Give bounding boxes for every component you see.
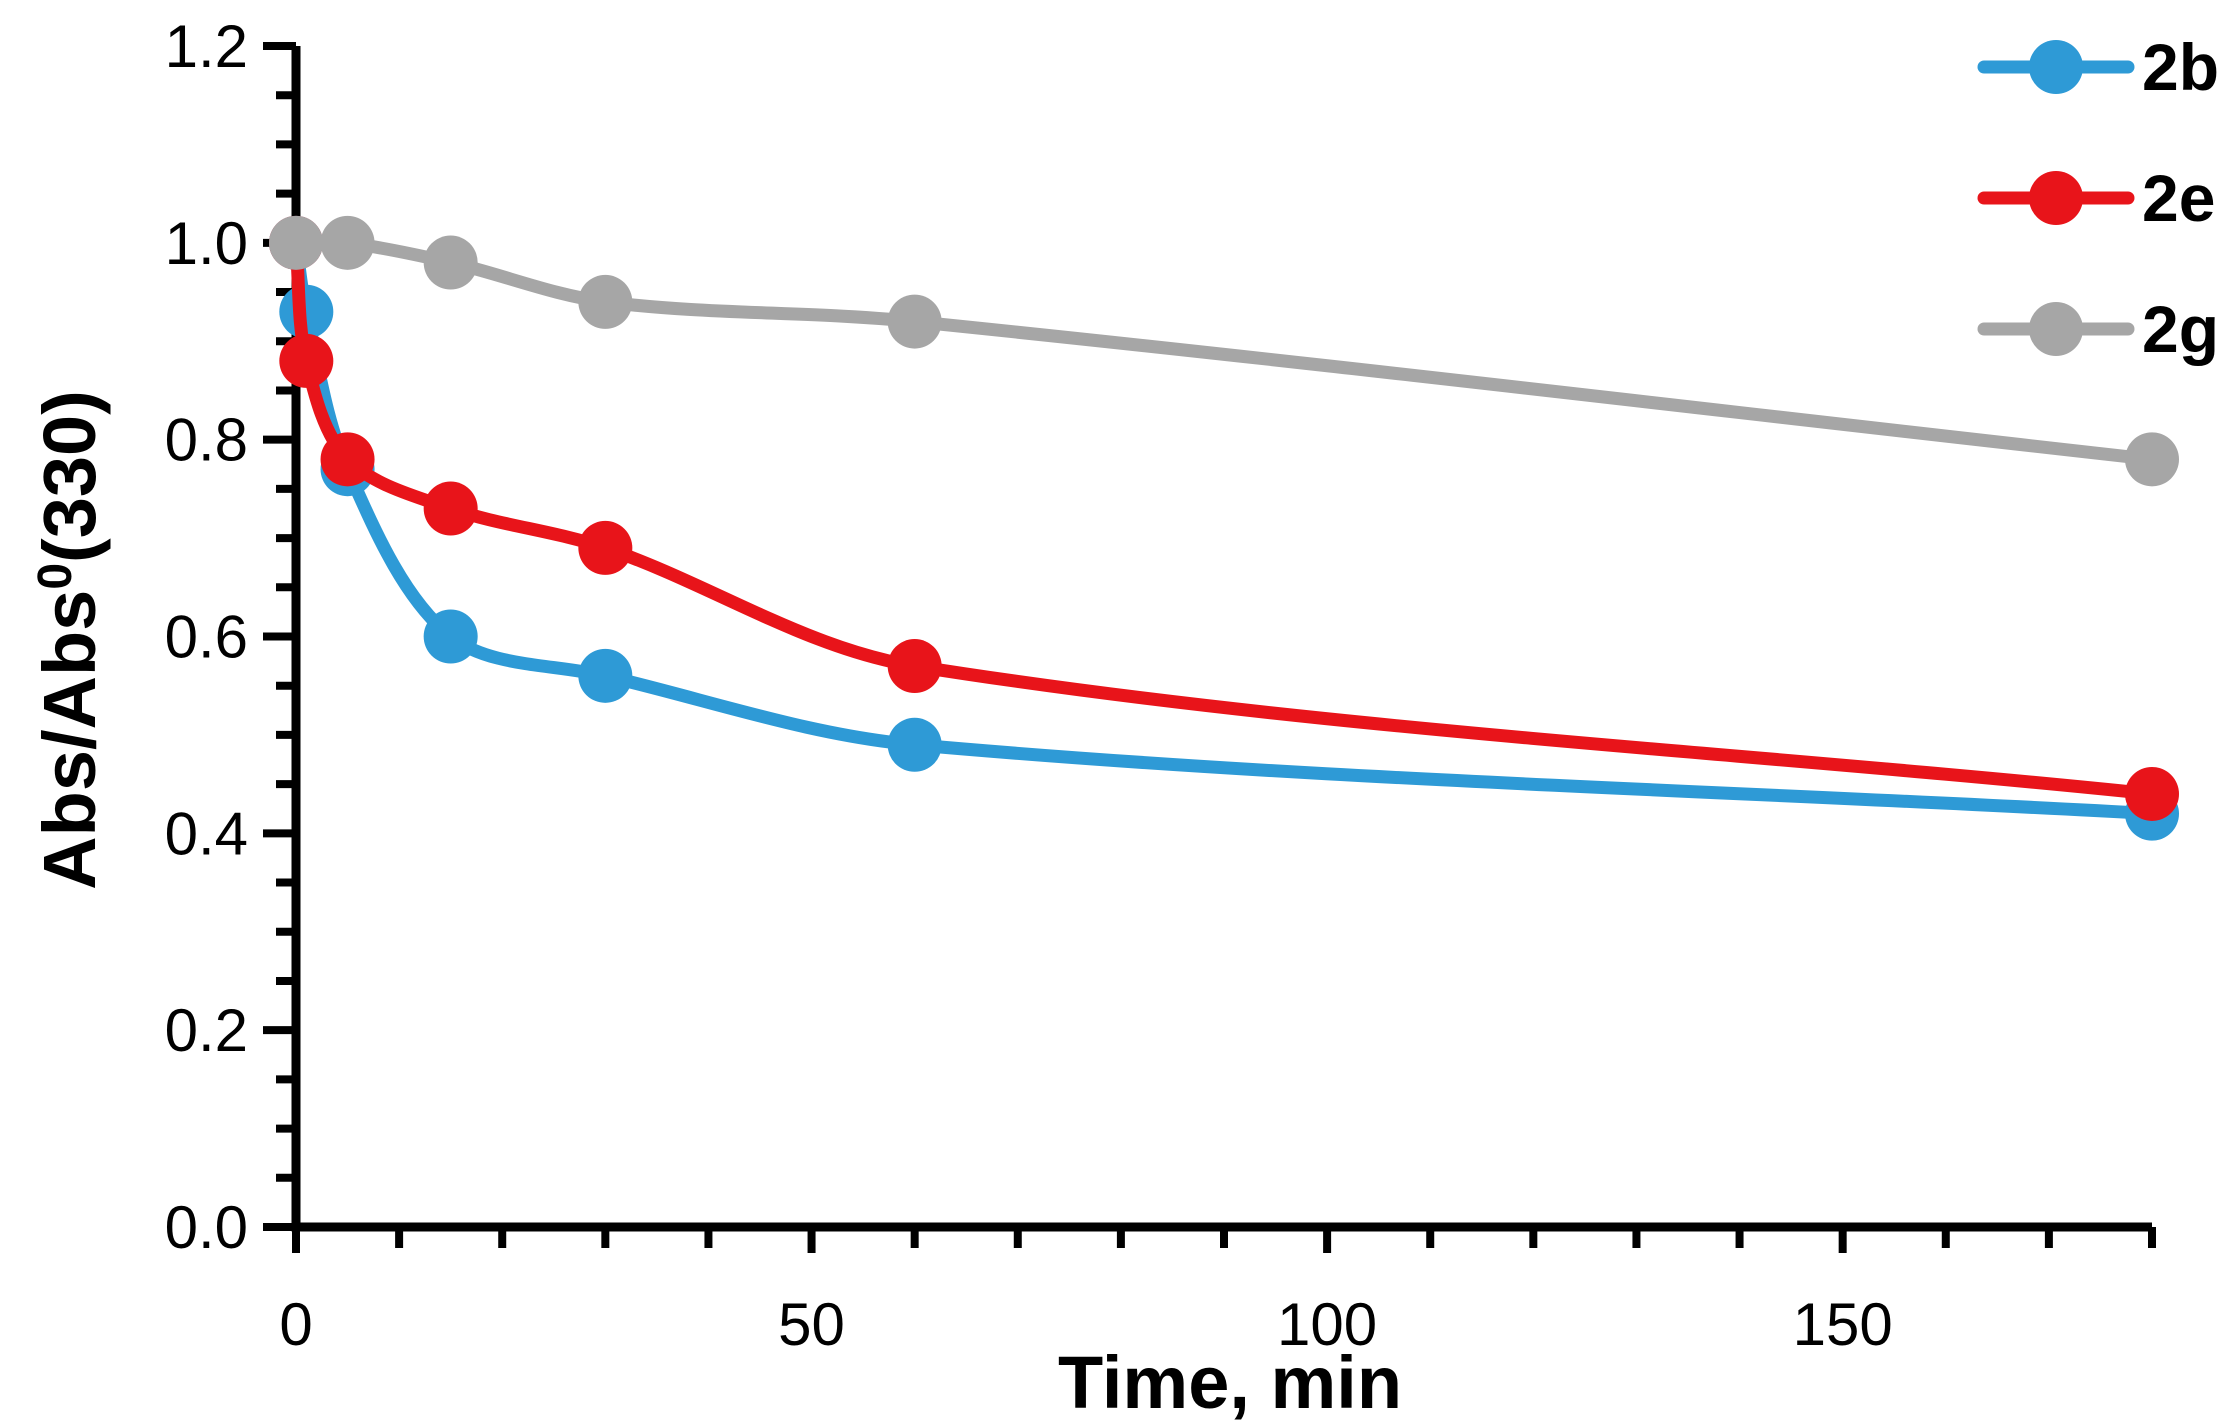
legend-marker-icon-2g [2029, 302, 2083, 356]
legend-label-2b: 2b [2142, 30, 2219, 104]
data-point-2g [2125, 432, 2179, 487]
y-tick-label: 1.2 [165, 13, 248, 80]
data-point-2g [578, 274, 633, 329]
x-tick-label: 150 [1793, 1291, 1893, 1358]
axes-line [291, 46, 2152, 1232]
data-point-2b [578, 648, 633, 703]
y-tick-label: 0.6 [165, 604, 248, 671]
x-tick-label: 50 [778, 1291, 845, 1358]
plot-area: 0.0 0.2 0.4 0.6 0.8 1.0 1.2 0 50 100 150 2b 2e 2g [165, 13, 2219, 1358]
data-point-2b [423, 609, 478, 664]
data-point-2e [887, 639, 942, 694]
data-point-2g [423, 235, 478, 290]
data-point-2b [887, 717, 942, 772]
y-tick-label: 0.4 [165, 800, 248, 867]
y-axis-title-rest: (330) [28, 390, 111, 563]
legend-marker-icon-2e [2029, 171, 2083, 225]
y-axis-title-base: Abs/Abs [28, 590, 111, 890]
y-axis-title-superscript: 0 [29, 563, 82, 590]
data-point-2e [279, 333, 334, 388]
series-line-2g [289, 235, 2159, 466]
legend-label-2e: 2e [2142, 161, 2215, 235]
legend-label-2g: 2g [2142, 292, 2219, 366]
data-point-2e [578, 520, 633, 575]
x-tick-label: 100 [1277, 1291, 1377, 1358]
y-tick-label: 0.2 [165, 997, 248, 1064]
series-line-2b [289, 236, 2159, 821]
x-tick-label: 0 [279, 1291, 312, 1358]
y-axis-title: Abs/Abs0(330) [28, 390, 111, 890]
data-point-2e [423, 481, 478, 536]
data-point-2e [2125, 766, 2179, 821]
x-axis-title: Time, min [1058, 1341, 1402, 1424]
data-point-2g [887, 294, 942, 349]
data-point-2g [269, 215, 323, 270]
y-tick-label: 0.8 [165, 407, 248, 474]
legend-marker-icon-2b [2029, 40, 2083, 94]
data-point-2g [320, 215, 375, 270]
y-tick-label: 0.0 [165, 1194, 248, 1261]
series-line-2e [289, 236, 2159, 801]
data-point-2e [320, 432, 375, 487]
y-tick-label: 1.0 [165, 210, 248, 277]
